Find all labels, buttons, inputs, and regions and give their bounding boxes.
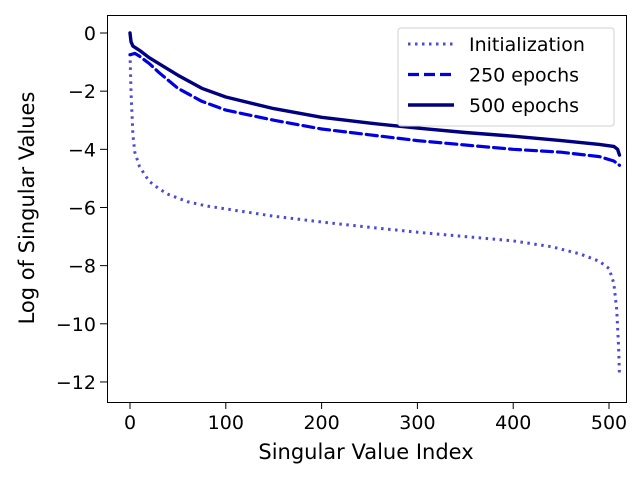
y-tick-label: −10 bbox=[56, 314, 96, 336]
y-tick-label: −6 bbox=[68, 197, 96, 219]
x-tick-label: 200 bbox=[303, 412, 339, 434]
y-tick-label: 0 bbox=[84, 23, 96, 45]
legend: Initialization 250 epochs 500 epochs bbox=[397, 27, 615, 127]
x-tick-label: 400 bbox=[495, 412, 531, 434]
series-line-250-epochs bbox=[128, 51, 622, 167]
legend-label: 500 epochs bbox=[469, 95, 579, 117]
x-tick-label: 0 bbox=[124, 412, 136, 434]
x-tick-label: 500 bbox=[591, 412, 627, 434]
legend-label: Initialization bbox=[469, 34, 585, 56]
x-tick-label: 100 bbox=[208, 412, 244, 434]
y-tick-label: −2 bbox=[68, 81, 96, 103]
y-tick-label: −8 bbox=[68, 256, 96, 278]
x-axis-label: Singular Value Index bbox=[258, 440, 473, 464]
series-line-500-epochs bbox=[128, 31, 622, 157]
x-tick-label: 300 bbox=[399, 412, 435, 434]
y-tick-label: −12 bbox=[56, 372, 96, 394]
plot-frame bbox=[107, 15, 627, 403]
series-line-initialization bbox=[128, 53, 621, 377]
y-axis-label: Log of Singular Values bbox=[15, 92, 39, 325]
y-tick-label: −4 bbox=[68, 139, 96, 161]
legend-label: 250 epochs bbox=[469, 65, 579, 87]
